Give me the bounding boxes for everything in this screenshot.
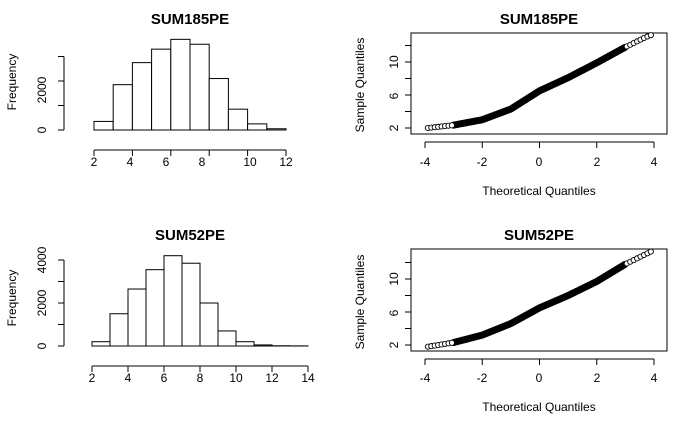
y-tick-label: 2 [387, 341, 401, 348]
qq-point [448, 339, 455, 346]
x-tick-label: 2 [594, 371, 601, 385]
chart-marks [58, 32, 668, 372]
x-tick-label: 10 [243, 155, 257, 169]
x-tick-label: 4 [125, 371, 132, 385]
x-tick-label: 4 [651, 371, 658, 385]
histogram-bar [189, 43, 210, 131]
y-tick-label: 0 [35, 342, 49, 349]
y-tick-label: 0 [35, 126, 49, 133]
histogram-bar [199, 302, 219, 347]
qq-point [448, 122, 455, 129]
x-tick-label: 12 [265, 371, 279, 385]
y-axis-label: Frequency [5, 54, 19, 111]
histogram-bar [91, 341, 111, 347]
y-tick-label: 10 [387, 272, 401, 286]
y-tick-label: 10 [387, 55, 401, 69]
x-tick-label: 8 [199, 155, 206, 169]
histogram-bar [227, 108, 249, 131]
qq-point-band [450, 261, 629, 346]
x-axis-label: Theoretical Quantiles [482, 184, 595, 198]
panel-qq-sum52pe: SUM52PE Theoretical Quantiles Sample Qua… [353, 227, 658, 414]
y-tick-label: 2 [387, 124, 401, 131]
x-tick-label: 8 [197, 371, 204, 385]
x-tick-label: 0 [536, 371, 543, 385]
x-axis-label: Theoretical Quantiles [482, 400, 595, 414]
qq-point-band [450, 44, 629, 129]
x-tick-label: 12 [279, 155, 293, 169]
histogram-bar [145, 269, 165, 347]
x-tick-label: -2 [477, 371, 488, 385]
histogram-bar [247, 123, 268, 131]
panel-qq-sum185pe: SUM185PE Theoretical Quantiles Sample Qu… [353, 11, 658, 198]
x-tick-label: 2 [89, 371, 96, 385]
y-tick-label: 2000 [35, 76, 49, 103]
chart-title: SUM185PE [500, 11, 578, 28]
histogram-bar [208, 78, 229, 131]
y-tick-label: 6 [387, 92, 401, 99]
x-tick-label: 0 [536, 155, 543, 169]
histogram-bar [109, 313, 129, 347]
panel-hist-sum52pe: SUM52PE Frequency 2 4 6 8 10 12 14 0 200… [5, 227, 315, 385]
x-tick-label: 2 [594, 155, 601, 169]
y-axis-label: Sample Quantiles [353, 255, 367, 350]
histogram-bar [151, 48, 172, 131]
y-tick-label: 2000 [35, 289, 49, 316]
histogram-bar [253, 344, 273, 347]
histogram-bar [181, 262, 201, 347]
histogram-bar [93, 120, 114, 131]
chart-title: SUM185PE [151, 11, 229, 28]
y-axis-label: Frequency [5, 270, 19, 327]
histogram-bar [163, 255, 183, 347]
panel-hist-sum185pe: SUM185PE Frequency 2 4 6 8 10 12 0 2000 [5, 11, 293, 169]
x-tick-label: 6 [161, 371, 168, 385]
x-tick-label: -4 [420, 371, 431, 385]
x-tick-label: 4 [127, 155, 134, 169]
histogram-bar [170, 38, 191, 131]
chart-title: SUM52PE [504, 227, 574, 244]
x-tick-label: -2 [477, 155, 488, 169]
x-tick-label: 10 [229, 371, 243, 385]
x-tick-label: 6 [163, 155, 170, 169]
x-tick-label: 4 [651, 155, 658, 169]
x-tick-label: 2 [91, 155, 98, 169]
chart-title: SUM52PE [155, 227, 225, 244]
histogram-bar [235, 341, 255, 347]
x-tick-label: 14 [301, 371, 315, 385]
qq-point [647, 32, 654, 39]
histogram-bar [127, 288, 147, 347]
histogram-bar [266, 128, 287, 131]
histogram-bar [217, 330, 237, 347]
x-tick-label: -4 [420, 155, 431, 169]
qq-point [647, 248, 654, 255]
y-axis-label: Sample Quantiles [353, 38, 367, 133]
y-tick-label: 4000 [35, 246, 49, 273]
y-tick-label: 6 [387, 309, 401, 316]
histogram-bar [131, 62, 153, 131]
histogram-bar [112, 84, 133, 131]
